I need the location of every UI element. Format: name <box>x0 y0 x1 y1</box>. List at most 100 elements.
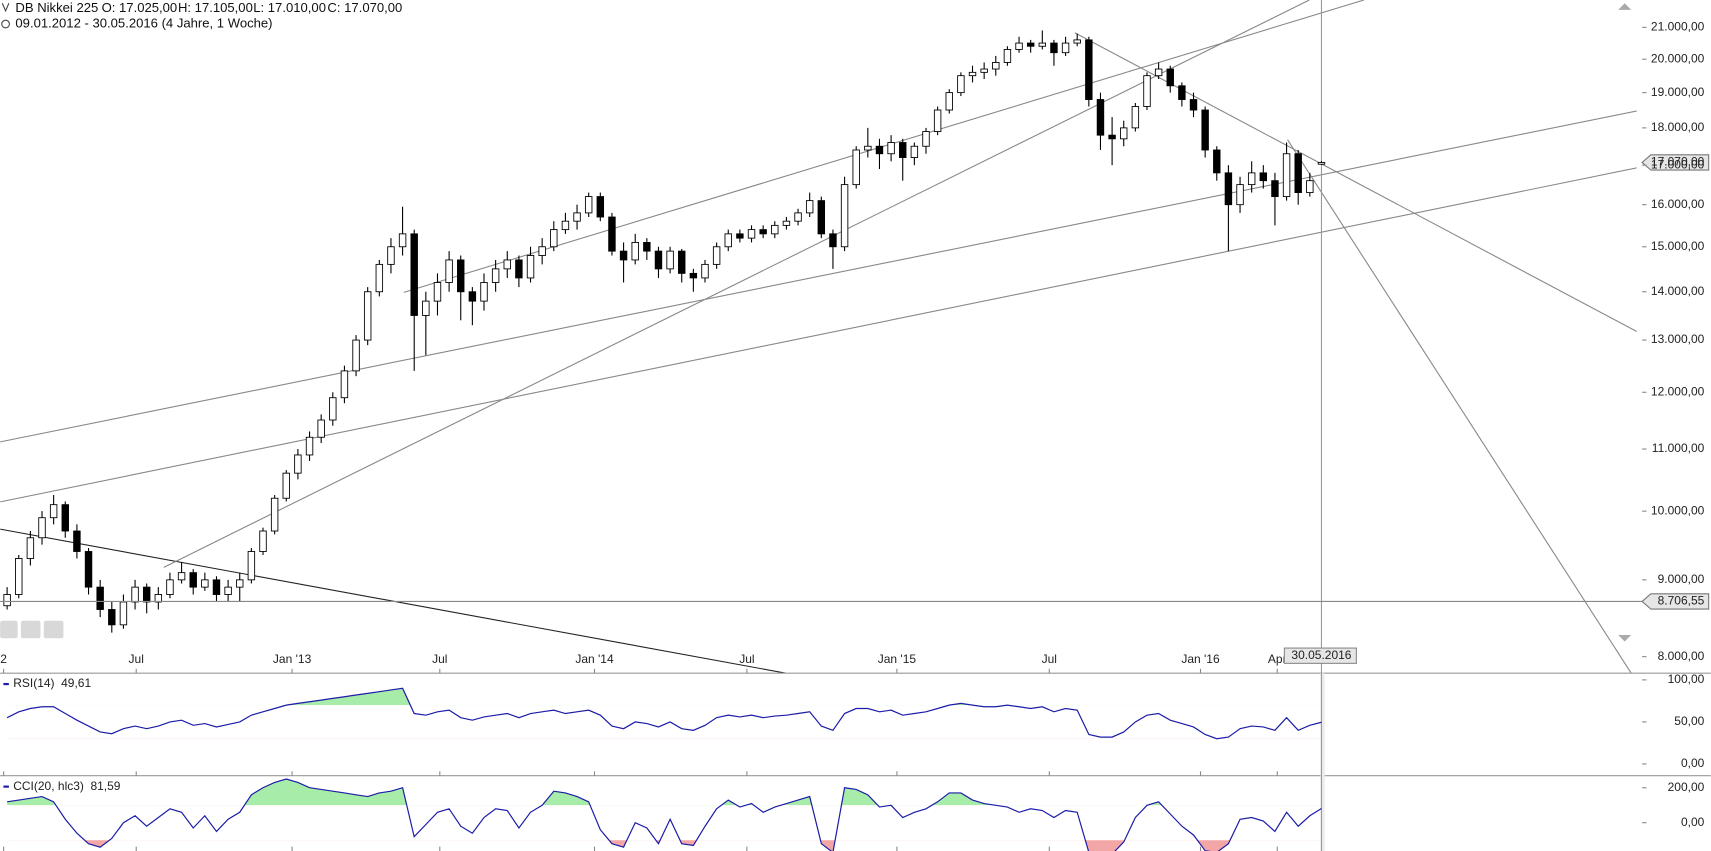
candle-body <box>1026 42 1035 47</box>
trend-line <box>0 167 1637 503</box>
instrument-icon <box>1 3 10 13</box>
candle-body <box>1282 153 1291 198</box>
candle-body <box>247 551 256 581</box>
candle-body <box>317 419 325 438</box>
candle-body <box>980 68 988 73</box>
candle-body <box>922 131 930 147</box>
indicator-line <box>6 687 1322 740</box>
candle-body <box>15 558 23 595</box>
candle-body <box>899 142 907 158</box>
indicator-name: CCI(20, hlc3) <box>13 779 84 793</box>
candle-body <box>689 272 698 279</box>
candle-body <box>840 184 849 248</box>
candle-body <box>201 579 209 588</box>
ohlc-high: H: 17.105,00 <box>178 0 253 15</box>
candle-body <box>654 250 663 270</box>
date-tag-label: 30.05.2016 <box>1291 648 1351 662</box>
candle-body <box>236 579 244 588</box>
candle-body <box>992 62 1000 70</box>
price-tag <box>1641 593 1710 610</box>
chart-subtitle: 09.01.2012 - 30.05.2016 (4 Jahre, 1 Woch… <box>15 15 272 30</box>
candle-body <box>224 586 232 595</box>
candle-body <box>666 250 674 270</box>
candle-body <box>771 224 779 235</box>
candle-body <box>1236 184 1244 206</box>
y-tick-label: 9.000,00 <box>1658 572 1705 586</box>
button[interactable] <box>43 620 64 639</box>
y-tick-label: 0,00 <box>1681 756 1705 770</box>
y-tick-label: 12.000,00 <box>1651 384 1705 398</box>
candle-body <box>1096 99 1105 136</box>
y-tick-label: 20.000,00 <box>1651 51 1705 65</box>
candle-body <box>608 216 616 252</box>
candle-body <box>1213 149 1221 174</box>
candle-body <box>526 255 535 279</box>
candle-body <box>736 233 744 239</box>
y-tick-label: 21.000,00 <box>1651 20 1705 34</box>
candle-body <box>596 196 605 218</box>
indicator-value: 81,59 <box>90 779 120 793</box>
candle-body <box>26 537 35 559</box>
candle-body <box>968 71 977 77</box>
candle-body <box>352 339 360 372</box>
toolbar <box>0 3 1632 642</box>
ohlc-low: L: 17.010,00 <box>253 0 326 15</box>
candle-body <box>724 233 732 248</box>
x-tick-label: Apr <box>1268 652 1287 666</box>
y-tick-label: 15.000,00 <box>1651 239 1705 253</box>
candle-body <box>1131 106 1140 129</box>
candle-body <box>573 212 581 222</box>
candle-body <box>805 200 814 214</box>
button[interactable] <box>20 620 41 639</box>
x-tick-label: Jan '14 <box>575 652 614 666</box>
upper-zone-fill <box>7 778 1162 806</box>
candle-body <box>480 282 488 302</box>
candle-body <box>1189 99 1198 111</box>
candle-body <box>1306 180 1314 194</box>
x-tick-label: Jul <box>432 652 447 666</box>
candle-body <box>1085 39 1093 100</box>
y-tick-label: 19.000,00 <box>1651 85 1705 99</box>
candle-body <box>387 246 395 265</box>
candle-body <box>177 572 186 581</box>
indicator-line <box>7 778 1322 851</box>
candle-body <box>445 259 453 283</box>
candle-body <box>1259 172 1268 182</box>
y-tick-label: 11.000,00 <box>1652 441 1705 455</box>
chart-title: DB Nikkei 225 <box>15 0 98 15</box>
y-tick-label: 17.000,00 <box>1651 157 1705 171</box>
trend-line <box>1287 139 1632 674</box>
candle-body <box>712 246 721 265</box>
candle-body <box>433 282 442 302</box>
x-tick-label: Jan '13 <box>273 652 312 666</box>
button[interactable] <box>0 620 18 639</box>
candle-body <box>538 246 546 256</box>
candle-body <box>1038 42 1047 47</box>
price-tag-label: 17.070,00 <box>1651 155 1705 169</box>
scroll-down[interactable] <box>1618 634 1632 642</box>
candle-body <box>1143 75 1151 107</box>
candle-body <box>561 220 570 231</box>
ohlc-close: C: 17.070,00 <box>327 0 402 15</box>
candle-body <box>747 229 756 239</box>
x-tick-label: Jul <box>129 652 144 666</box>
candle-body <box>584 196 593 214</box>
y-tick-label: 10.000,00 <box>1651 503 1705 517</box>
candle-body <box>631 241 639 261</box>
candle-body <box>73 530 81 552</box>
candle-body <box>829 233 837 248</box>
trend-line <box>0 110 1637 443</box>
candle-body <box>305 436 314 456</box>
candle-body <box>457 259 465 293</box>
scroll-up[interactable] <box>1618 3 1632 10</box>
y-tick-label: 50,00 <box>1674 714 1704 728</box>
price-tag-label: 8.706,55 <box>1658 594 1705 608</box>
candle-body <box>363 291 372 341</box>
candle-body <box>678 250 686 274</box>
candle-body <box>3 594 11 607</box>
y-tick-label: 8.000,00 <box>1658 649 1705 663</box>
candle-body <box>887 142 895 155</box>
y-tick-label: 13.000,00 <box>1651 332 1705 346</box>
candle-body <box>166 579 174 595</box>
